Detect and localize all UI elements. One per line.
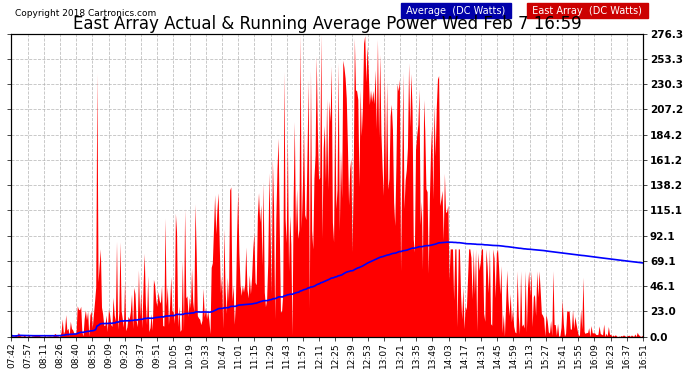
Text: Average  (DC Watts): Average (DC Watts) [403,6,509,16]
Text: East Array  (DC Watts): East Array (DC Watts) [529,6,645,16]
Text: Copyright 2018 Cartronics.com: Copyright 2018 Cartronics.com [14,9,156,18]
Title: East Array Actual & Running Average Power Wed Feb 7 16:59: East Array Actual & Running Average Powe… [73,15,582,33]
